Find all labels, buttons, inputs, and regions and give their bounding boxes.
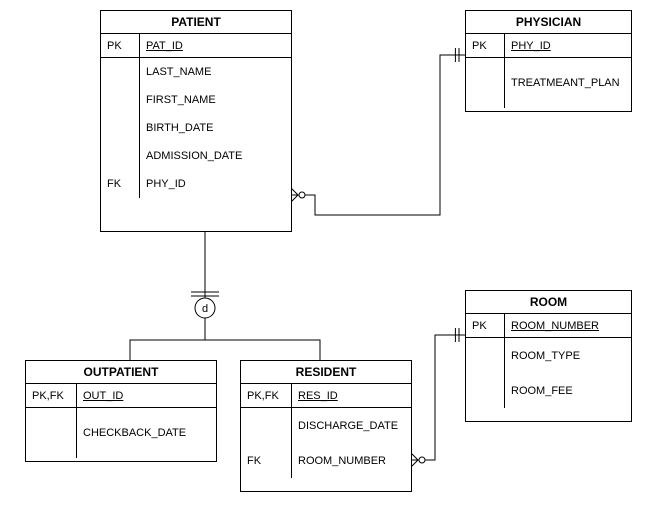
connector-inheritance-resident — [205, 318, 320, 360]
room-attr-header: ROOM_NUMBER — [505, 314, 631, 338]
patient-key-0 — [101, 58, 139, 86]
resident-key-1: FK — [241, 443, 291, 478]
inheritance-label: d — [202, 303, 208, 315]
physician-key-header: PK — [466, 34, 504, 58]
entity-patient: PATIENT PK FK PAT_ID LAST_NAMEFIRST_NAME… — [100, 10, 292, 232]
outpatient-attr-0: CHECKBACK_DATE — [77, 408, 216, 458]
inheritance-circle-icon — [195, 298, 215, 318]
room-key-0 — [466, 338, 504, 373]
patient-key-header: PK — [101, 34, 139, 58]
patient-attr-3: ADMISSION_DATE — [140, 142, 291, 170]
resident-attr-0: DISCHARGE_DATE — [292, 408, 411, 443]
entity-resident-title: RESIDENT — [241, 361, 411, 384]
patient-attr-1: FIRST_NAME — [140, 86, 291, 114]
room-attr-0: ROOM_TYPE — [505, 338, 631, 373]
patient-key-3 — [101, 142, 139, 170]
entity-outpatient: OUTPATIENT PK,FK OUT_ID CHECKBACK_DATE — [25, 360, 217, 462]
connector-resident-room — [410, 335, 465, 460]
patient-attr-header: PAT_ID — [140, 34, 291, 58]
connector-inheritance-outpatient — [130, 318, 205, 360]
patient-attr-0: LAST_NAME — [140, 58, 291, 86]
entity-outpatient-title: OUTPATIENT — [26, 361, 216, 384]
patient-attr-4: PHY_ID — [140, 170, 291, 198]
outpatient-key-header: PK,FK — [26, 384, 76, 408]
entity-room: ROOM PK ROOM_NUMBER ROOM_TYPEROOM_FEE — [465, 290, 632, 422]
patient-attr-2: BIRTH_DATE — [140, 114, 291, 142]
resident-key-0 — [241, 408, 291, 443]
physician-attr-0: TREATMEANT_PLAN — [505, 58, 631, 108]
room-attr-1: ROOM_FEE — [505, 373, 631, 408]
resident-key-header: PK,FK — [241, 384, 291, 408]
entity-physician: PHYSICIAN PK PHY_ID TREATMEANT_PLAN — [465, 10, 632, 112]
outpatient-key-0 — [26, 408, 76, 458]
room-key-1 — [466, 373, 504, 408]
resident-attr-header: RES_ID — [292, 384, 411, 408]
outpatient-attr-header: OUT_ID — [77, 384, 216, 408]
entity-resident: RESIDENT PK,FK FK RES_ID DISCHARGE_DATER… — [240, 360, 412, 492]
connector-patient-physician — [290, 55, 465, 215]
room-key-header: PK — [466, 314, 504, 338]
entity-physician-title: PHYSICIAN — [466, 11, 631, 34]
patient-key-4: FK — [101, 170, 139, 198]
patient-key-1 — [101, 86, 139, 114]
resident-attr-1: ROOM_NUMBER — [292, 443, 411, 478]
physician-key-0 — [466, 58, 504, 108]
patient-key-2 — [101, 114, 139, 142]
physician-attr-header: PHY_ID — [505, 34, 631, 58]
entity-patient-title: PATIENT — [101, 11, 291, 34]
entity-room-title: ROOM — [466, 291, 631, 314]
